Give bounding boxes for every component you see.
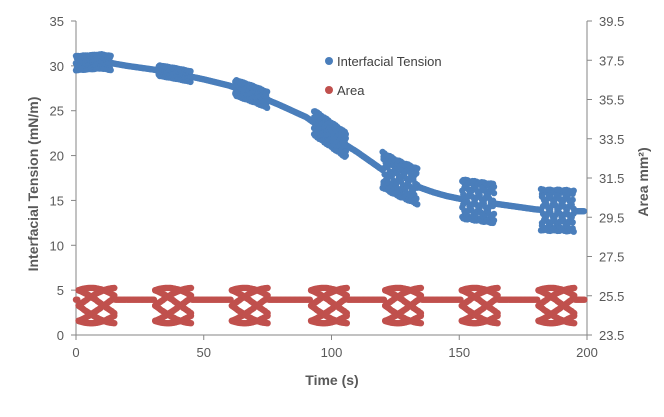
- y-tick-label: 30: [50, 59, 64, 74]
- legend-marker-tension: [325, 57, 333, 65]
- tension-point: [414, 165, 421, 172]
- y-tick-label: 35: [50, 14, 64, 29]
- area-point: [417, 320, 425, 327]
- legend-label-area: Area: [337, 83, 365, 98]
- area-point: [264, 284, 271, 292]
- y2-tick-label: 33.5: [599, 132, 624, 147]
- area-point: [111, 309, 118, 317]
- y-tick-label: 10: [50, 238, 64, 253]
- area-point: [417, 309, 425, 317]
- tension-point: [107, 66, 114, 74]
- area-point: [187, 309, 195, 317]
- y2-tick-label: 29.5: [599, 210, 624, 225]
- y2-tick-label: 35.5: [599, 93, 624, 108]
- tension-point: [107, 52, 114, 59]
- tension-point: [490, 210, 498, 218]
- area-point: [571, 320, 578, 327]
- tension-point: [413, 195, 420, 203]
- tension-point: [263, 88, 271, 95]
- x-tick-label: 100: [321, 345, 343, 360]
- area-point: [264, 309, 271, 317]
- y-tick-label: 25: [50, 104, 64, 119]
- y2-tick-label: 23.5: [599, 328, 624, 343]
- area-point: [343, 284, 350, 292]
- area-point: [111, 320, 118, 327]
- tension-point: [342, 131, 349, 138]
- tension-point: [490, 189, 498, 197]
- area-point: [343, 320, 350, 327]
- y-tick-label: 20: [50, 149, 64, 164]
- legend: Interfacial Tension Area: [325, 54, 442, 98]
- tension-point: [570, 228, 577, 235]
- area-point: [111, 284, 118, 292]
- tension-point: [580, 208, 588, 215]
- x-axis-title: Time (s): [305, 372, 358, 388]
- area-point: [494, 284, 501, 292]
- y2-tick-label: 25.5: [599, 289, 624, 304]
- area-point: [187, 320, 195, 327]
- y2-tick-label: 39.5: [599, 14, 624, 29]
- legend-marker-area: [325, 86, 333, 94]
- tension-point: [490, 183, 498, 190]
- tension-point: [263, 104, 271, 112]
- tension-point: [570, 187, 577, 194]
- area-series: [72, 284, 588, 327]
- x-tick-label: 150: [448, 345, 470, 360]
- area-point: [417, 284, 425, 292]
- axes: 0 50 100 150 200 0 5 10 15 20 25 30 35 23.5 25.5 27.5 29…: [50, 14, 625, 360]
- tension-point: [569, 219, 576, 226]
- y2-axis-title: Area mm²): [635, 147, 651, 216]
- area-point: [571, 284, 578, 292]
- area-point: [187, 284, 195, 292]
- area-point: [494, 320, 501, 327]
- tension-point: [414, 201, 421, 208]
- tension-point: [187, 68, 194, 75]
- tension-point: [569, 196, 576, 204]
- x-tick-label: 50: [197, 345, 211, 360]
- y-axis-title: Interfacial Tension (mN/m): [25, 97, 41, 272]
- tension-point: [490, 217, 498, 224]
- legend-label-tension: Interfacial Tension: [337, 54, 442, 69]
- y2-tick-label: 31.5: [599, 171, 624, 186]
- area-point: [571, 309, 578, 317]
- area-point: [494, 309, 501, 317]
- y-tick-label: 15: [50, 193, 64, 208]
- y2-tick-label: 27.5: [599, 250, 624, 265]
- y2-tick-label: 37.5: [599, 53, 624, 68]
- tension-series: [72, 51, 588, 235]
- y-tick-label: 5: [57, 283, 64, 298]
- x-tick-label: 200: [576, 345, 598, 360]
- area-point: [581, 296, 588, 303]
- x-tick-label: 0: [72, 345, 79, 360]
- y-tick-label: 0: [57, 328, 64, 343]
- tension-point: [187, 78, 194, 86]
- area-point: [264, 320, 271, 327]
- tension-point: [342, 148, 349, 155]
- area-point: [343, 309, 350, 317]
